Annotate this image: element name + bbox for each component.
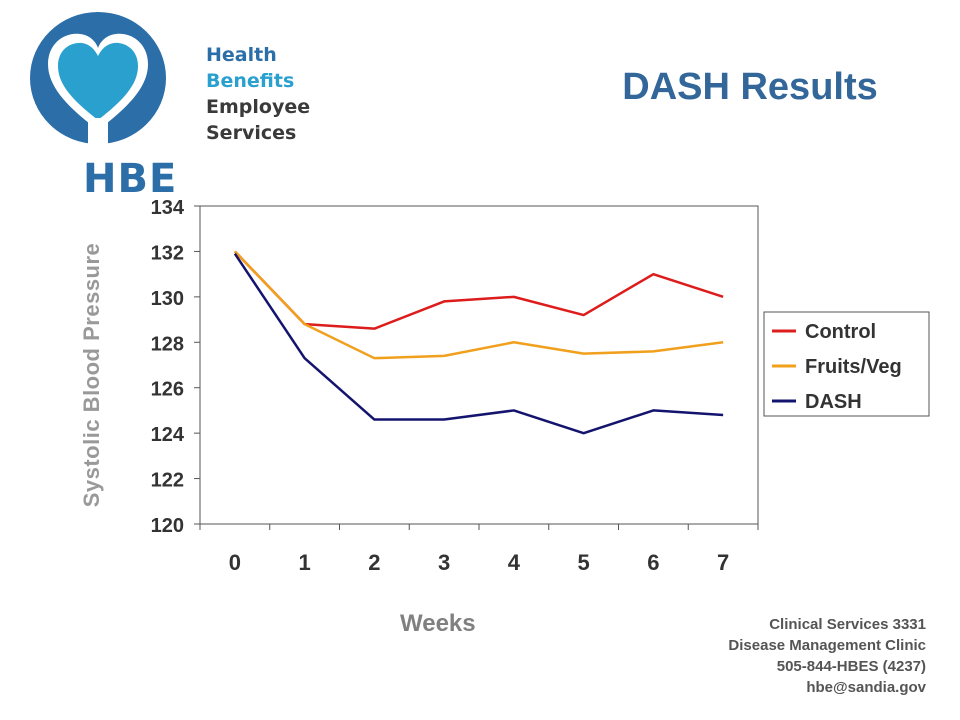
y-tick-label: 120 [151, 515, 184, 537]
logo-line-health: Health [206, 44, 277, 66]
x-tick-label: 0 [229, 550, 241, 575]
series-line-dash [233, 253, 724, 435]
x-tick-label: 3 [438, 550, 450, 575]
legend-label-control: Control [805, 321, 876, 343]
legend-box [763, 311, 930, 417]
heart-emblem-icon [30, 12, 166, 148]
x-tick-label: 5 [578, 550, 590, 575]
x-tick-label: 7 [717, 550, 729, 575]
y-tick-label: 124 [151, 424, 185, 446]
contact-footer: Clinical Services 3331 Disease Managemen… [728, 614, 926, 698]
y-tick-label: 126 [151, 379, 184, 401]
logo-text: Health Benefits Employee Services [206, 42, 368, 146]
logo-line-employee-services: Employee Services [206, 96, 311, 144]
x-axis-label: Weeks [400, 610, 476, 637]
hbe-logo: Health Benefits Employee Services HBE [28, 8, 368, 202]
y-axis-label: Systolic Blood Pressure [79, 242, 104, 508]
footer-clinic-name: Disease Management Clinic [728, 637, 926, 654]
footer-clinical-services: Clinical Services 3331 [769, 616, 926, 633]
y-tick-label: 122 [151, 470, 184, 492]
y-tick-label: 128 [151, 333, 184, 355]
series-line-fruits-veg [233, 250, 724, 360]
footer-email: hbe@sandia.gov [806, 679, 926, 696]
y-tick-label: 130 [151, 288, 184, 310]
plot-area-frame [199, 205, 759, 525]
series-line-control [233, 250, 724, 330]
x-tick-label: 6 [647, 550, 659, 575]
legend-label-fruits-veg: Fruits/Veg [805, 356, 902, 378]
x-tick-label: 1 [299, 550, 311, 575]
logo-abbreviation: HBE [83, 156, 178, 202]
y-tick-label: 134 [151, 197, 185, 219]
x-tick-label: 4 [508, 550, 521, 575]
x-tick-label: 2 [368, 550, 380, 575]
footer-phone: 505-844-HBES (4237) [776, 658, 926, 675]
page-title: DASH Results [622, 66, 878, 108]
logo-line-benefits: Benefits [206, 70, 295, 92]
legend-label-dash: DASH [805, 391, 862, 413]
y-tick-label: 132 [151, 242, 184, 264]
